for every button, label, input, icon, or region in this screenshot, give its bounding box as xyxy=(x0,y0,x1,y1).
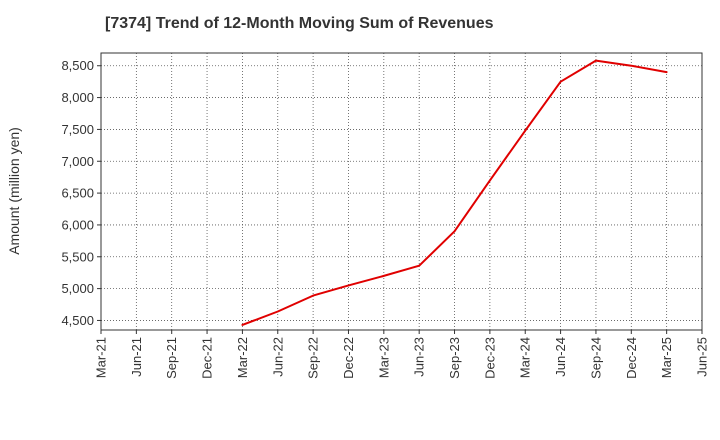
x-tick-label: Sep-21 xyxy=(164,337,179,379)
y-tick-label: 8,000 xyxy=(61,90,94,105)
x-tick-label: Dec-23 xyxy=(482,337,497,379)
x-tick-label: Jun-24 xyxy=(553,337,568,377)
plot-frame xyxy=(100,52,703,331)
chart-title: [7374] Trend of 12-Month Moving Sum of R… xyxy=(105,15,494,32)
x-tick-label: Mar-24 xyxy=(518,337,533,378)
x-tick-label: Mar-23 xyxy=(376,337,391,378)
y-axis-label: Amount (million yen) xyxy=(6,127,22,255)
x-tick-label: Jun-23 xyxy=(412,337,427,377)
y-tick-label: 5,500 xyxy=(61,249,94,264)
x-tick-label: Jun-25 xyxy=(695,337,710,377)
x-tick-label: Sep-23 xyxy=(447,337,462,379)
x-tick-label: Jun-21 xyxy=(129,337,144,377)
y-tick-label: 4,500 xyxy=(61,313,94,328)
x-tick-label: Dec-22 xyxy=(341,337,356,379)
x-tick-label: Mar-22 xyxy=(235,337,250,378)
x-tick-label: Sep-22 xyxy=(306,337,321,379)
y-tick-label: 7,500 xyxy=(61,122,94,137)
x-tick-label: Dec-24 xyxy=(624,337,639,379)
x-tick-label: Mar-21 xyxy=(94,337,109,378)
x-tick-label: Mar-25 xyxy=(659,337,674,378)
y-tick-label: 5,000 xyxy=(61,281,94,296)
x-tick-label: Sep-24 xyxy=(588,337,603,379)
y-tick-label: 8,500 xyxy=(61,58,94,73)
series-line xyxy=(241,59,668,326)
y-tick-label: 7,000 xyxy=(61,154,94,169)
x-tick-label: Dec-21 xyxy=(200,337,215,379)
y-tick-label: 6,000 xyxy=(61,217,94,232)
plot-area xyxy=(101,53,702,330)
y-tick-label: 6,500 xyxy=(61,186,94,201)
x-tick-label: Jun-22 xyxy=(270,337,285,377)
